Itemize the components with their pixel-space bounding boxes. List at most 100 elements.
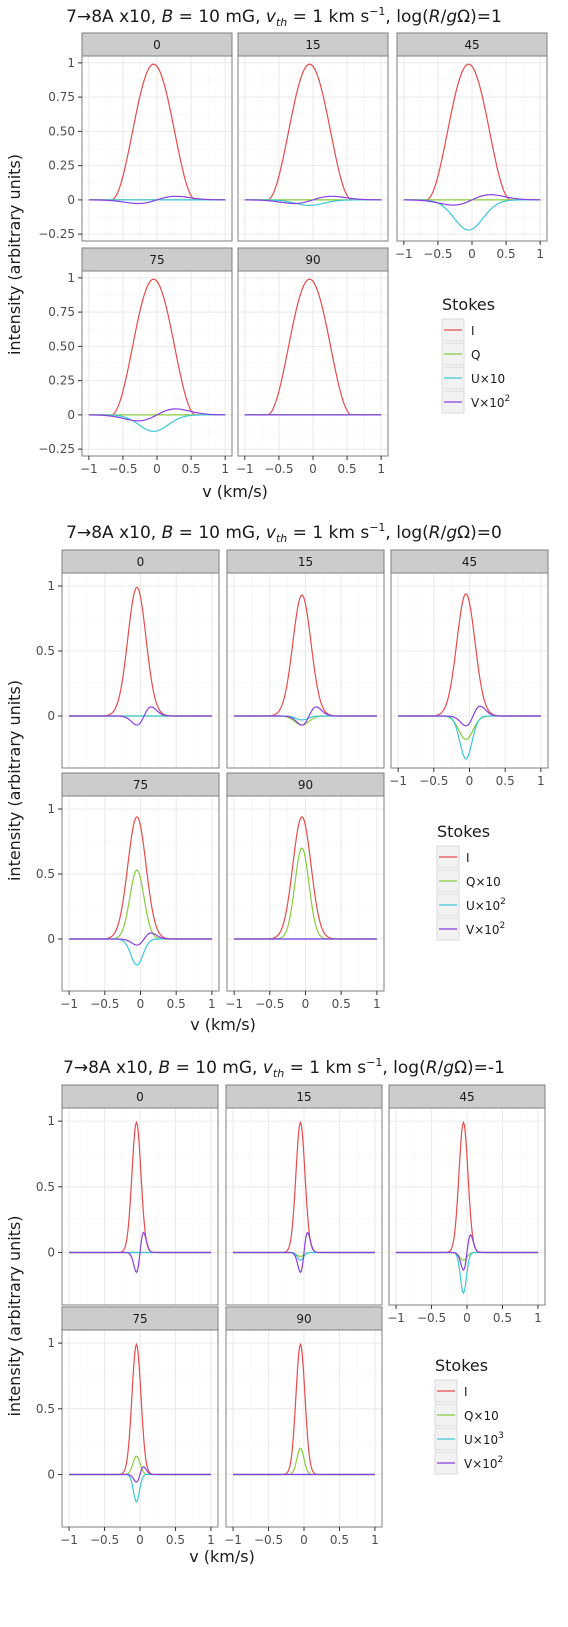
series-line-V <box>69 932 212 946</box>
y-tick-label: 0 <box>47 1467 55 1481</box>
facet-label: 45 <box>464 38 479 52</box>
x-axis-title: v (km/s) <box>190 1015 256 1034</box>
legend-label: U×103 <box>464 1431 504 1447</box>
panel-45: 45 −1 −0.5 0 0.5 1 <box>389 549 549 788</box>
chart-1: 7→8A x10, B = 10 mG, vth = 1 km s−1, log… <box>5 5 548 501</box>
y-tick-label: −0.25 <box>38 227 75 241</box>
x-tick-label: 1 <box>207 1533 215 1547</box>
series-line-V <box>233 1231 375 1274</box>
facet-label: 90 <box>305 253 320 267</box>
series-line-V <box>244 195 382 205</box>
series-line-U <box>403 199 541 231</box>
x-tick-label: 1 <box>534 1311 542 1325</box>
facet-label: 75 <box>132 1312 147 1326</box>
series-line-V <box>69 706 212 726</box>
chart-3: 7→8A x10, B = 10 mG, vth = 1 km s−1, log… <box>5 1056 546 1566</box>
x-tick-label: 0 <box>463 1311 471 1325</box>
legend-label: U×10 <box>471 372 505 386</box>
y-tick-label: 1 <box>47 802 55 816</box>
x-tick-label: −1 <box>225 997 243 1011</box>
panel-75: 75 0 0.5 1 −1 −0.5 0 0.5 1 <box>36 1306 219 1547</box>
x-tick-label: 0.5 <box>338 462 357 476</box>
panel-75: 75 0 0.5 1 −1 −0.5 0 0.5 1 <box>36 772 220 1011</box>
x-tick-label: 1 <box>208 997 216 1011</box>
panel-border <box>61 1107 219 1306</box>
x-tick-label: 1 <box>377 462 385 476</box>
x-tick-label: 0.5 <box>496 774 515 788</box>
x-tick-label: 1 <box>536 247 544 261</box>
legend-label: Q×10 <box>464 1409 499 1423</box>
panel-15: 15 <box>226 549 385 769</box>
series-line-U <box>244 199 382 206</box>
x-tick-label: 0.5 <box>166 1533 185 1547</box>
chart-title: 7→8A x10, B = 10 mG, vth = 1 km s−1, log… <box>66 521 502 545</box>
facet-label: 15 <box>298 555 313 569</box>
x-tick-label: −0.5 <box>254 1533 283 1547</box>
panel-border <box>237 55 389 242</box>
panel-0: 0 −0.25 0 0.25 0.50 0.75 1 <box>38 32 233 242</box>
panel-0: 000.51 <box>36 549 220 769</box>
y-tick-label: 0.25 <box>48 159 75 173</box>
y-tick-label: 0.25 <box>48 374 75 388</box>
series-line-V <box>234 706 377 726</box>
panel-45: 45 −1 −0.5 0 0.5 1 <box>395 32 548 261</box>
x-tick-label: −0.5 <box>419 774 448 788</box>
x-tick-label: −0.5 <box>108 462 137 476</box>
x-axis-title: v (km/s) <box>202 482 268 501</box>
x-tick-label: 0.5 <box>493 1311 512 1325</box>
y-tick-label: −0.25 <box>38 442 75 456</box>
facet-label: 75 <box>133 778 148 792</box>
legend: Stokes I Q×10 U×103 V×102 <box>434 1356 504 1475</box>
facet-label: 90 <box>296 1312 311 1326</box>
panel-0: 000.51 <box>36 1084 219 1306</box>
legend-label: I <box>464 1385 468 1399</box>
x-tick-label: −0.5 <box>423 247 452 261</box>
legend-label: U×102 <box>466 897 506 913</box>
legend-title: Stokes <box>437 822 490 841</box>
legend-label: V×102 <box>466 921 505 937</box>
facet-label: 0 <box>137 555 145 569</box>
y-tick-label: 0 <box>47 1245 55 1259</box>
x-tick-label: 1 <box>373 997 381 1011</box>
x-tick-label: −1 <box>60 1533 78 1547</box>
y-tick-label: 0.5 <box>36 1180 55 1194</box>
panel-border <box>226 572 385 769</box>
facet-label: 45 <box>462 555 477 569</box>
y-tick-label: 0 <box>67 193 75 207</box>
facet-label: 15 <box>296 1090 311 1104</box>
chart-title: 7→8A x10, B = 10 mG, vth = 1 km s−1, log… <box>63 1056 505 1080</box>
x-tick-label: 0 <box>466 774 474 788</box>
chart-2: 7→8A x10, B = 10 mG, vth = 1 km s−1, log… <box>5 521 549 1034</box>
x-tick-label: −1 <box>224 1533 242 1547</box>
x-tick-label: 1 <box>537 774 545 788</box>
panel-90: 90 −1 −0.5 0 0.5 1 <box>225 772 385 1011</box>
x-tick-label: 0 <box>468 247 476 261</box>
x-tick-label: −0.5 <box>90 1533 119 1547</box>
y-tick-label: 0.50 <box>48 124 75 138</box>
legend-title: Stokes <box>442 295 495 314</box>
y-tick-label: 1 <box>67 56 75 70</box>
y-axis-title: intensity (arbitrary units) <box>5 1215 24 1416</box>
y-tick-label: 0 <box>47 932 55 946</box>
facet-label: 15 <box>305 38 320 52</box>
y-tick-label: 0 <box>67 408 75 422</box>
x-tick-label: −0.5 <box>255 997 284 1011</box>
series-line-V <box>88 195 226 205</box>
x-tick-label: 0.5 <box>182 462 201 476</box>
panel-90: 90 −1 −0.5 0 0.5 1 <box>236 247 389 476</box>
x-tick-label: −1 <box>389 774 407 788</box>
series-line-V <box>396 1233 538 1272</box>
legend: Stokes IQ U×10 V×102 <box>441 295 510 414</box>
y-axis-title: intensity (arbitrary units) <box>5 680 24 881</box>
y-tick-label: 1 <box>47 579 55 593</box>
y-tick-label: 0.75 <box>48 90 75 104</box>
x-tick-label: 1 <box>221 462 229 476</box>
facet-label: 0 <box>136 1090 144 1104</box>
y-tick-label: 0.5 <box>36 644 55 658</box>
panel-border <box>81 55 233 242</box>
chart-title: 7→8A x10, B = 10 mG, vth = 1 km s−1, log… <box>66 5 502 29</box>
panel-border <box>225 1107 383 1306</box>
legend-label: V×102 <box>464 1455 503 1471</box>
x-tick-label: 0 <box>153 462 161 476</box>
